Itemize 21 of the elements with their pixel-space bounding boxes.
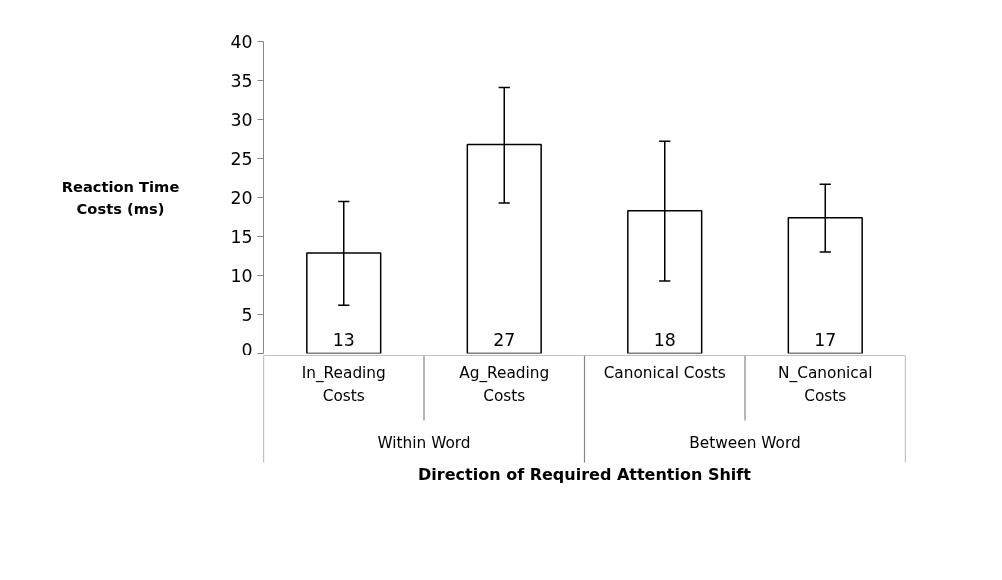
y-tick-label: 25 xyxy=(230,149,253,169)
data-label: 18 xyxy=(653,329,676,350)
y-tick-label: 40 xyxy=(230,32,253,52)
y-tick-label: 5 xyxy=(241,305,253,325)
y-tick-label: 0 xyxy=(241,339,253,360)
data-label: 17 xyxy=(814,329,837,350)
y-axis-title: Reaction Time Costs (ms) xyxy=(61,177,180,218)
x-tick-label: N_Canonical Costs xyxy=(778,363,873,405)
text: Within Word xyxy=(377,433,471,452)
y-tick-label: 15 xyxy=(230,227,253,247)
y-tick-label: 20 xyxy=(230,188,253,208)
x-axis-title: Direction of Required Attention Shift xyxy=(418,465,752,484)
x-tick-label: In_Reading Costs xyxy=(301,363,386,405)
y-tick-label: 35 xyxy=(230,71,253,91)
text: Between Word xyxy=(689,433,801,452)
x-tick-label: Ag_Reading Costs xyxy=(459,363,550,405)
data-label: 27 xyxy=(493,329,516,350)
y-tick-label: 30 xyxy=(230,110,253,130)
data-label: 13 xyxy=(332,329,355,350)
x-tick-label: Canonical Costs xyxy=(603,363,726,382)
y-tick-label: 10 xyxy=(230,266,253,286)
